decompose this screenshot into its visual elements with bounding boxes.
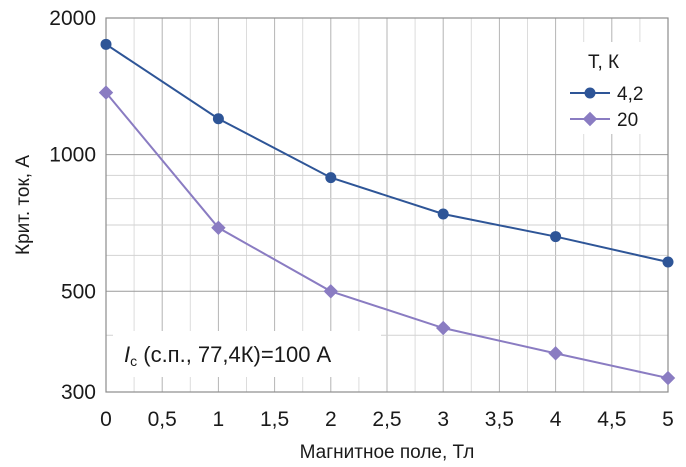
y-tick-label: 1000: [49, 144, 96, 167]
data-point: [435, 320, 451, 336]
x-tick-label: 0: [100, 408, 112, 431]
grid: [105, 17, 669, 393]
data-point: [584, 87, 596, 99]
x-axis: 0 0,5 1 1,5 2 2,5 3 3,5 4 4,5 5: [100, 408, 674, 431]
annotation-rest: (с.п., 77,4К)=100 А: [137, 342, 331, 367]
series-4-2: [100, 38, 674, 268]
x-tick-label: 2: [325, 408, 337, 431]
data-point: [582, 111, 598, 127]
data-point: [211, 220, 226, 236]
legend-item: 20: [570, 110, 638, 131]
x-tick-label: 4: [550, 408, 562, 431]
x-tick-label: 2,5: [372, 408, 401, 431]
data-point: [212, 113, 224, 125]
data-point: [98, 85, 114, 100]
x-tick-label: 0,5: [148, 408, 177, 431]
y-axis: 300 500 1000 2000: [49, 7, 96, 404]
data-point: [660, 370, 676, 386]
series-20: [98, 85, 676, 386]
y-tick-label: 300: [61, 381, 96, 404]
y-tick-label: 500: [61, 280, 96, 303]
data-point: [100, 38, 112, 50]
annotation-text: Ic (с.п., 77,4К)=100 А: [124, 342, 332, 369]
x-tick-label: 1,5: [260, 408, 289, 431]
legend-title: T, К: [588, 52, 619, 73]
data-point: [325, 172, 337, 184]
x-tick-label: 4,5: [597, 408, 626, 431]
data-point: [323, 284, 339, 299]
legend: T, К 4,2 20: [564, 42, 656, 134]
data-point: [550, 231, 562, 243]
x-tick-label: 5: [662, 408, 674, 431]
plot-area: [105, 17, 669, 393]
data-point: [662, 256, 674, 268]
series-line: [105, 43, 669, 264]
annotation-subscript: c: [130, 353, 137, 369]
x-axis-label: Магнитное поле, Тл: [300, 442, 475, 463]
y-axis-label: Крит. ток, А: [13, 155, 34, 255]
annotation-box: Ic (с.п., 77,4К)=100 А: [113, 331, 381, 377]
series-line: [105, 91, 669, 380]
legend-item: 4,2: [570, 84, 643, 105]
legend-label: 20: [617, 110, 638, 131]
y-tick-label: 2000: [49, 7, 96, 30]
x-tick-label: 1: [213, 408, 225, 431]
data-point: [437, 208, 449, 220]
annotation-background: [113, 331, 381, 377]
series-group: [98, 38, 676, 386]
legend-label: 4,2: [617, 84, 643, 105]
x-tick-label: 3: [437, 408, 449, 431]
annotation-symbol: I: [124, 342, 130, 367]
data-point: [548, 346, 563, 361]
x-tick-label: 3,5: [485, 408, 514, 431]
